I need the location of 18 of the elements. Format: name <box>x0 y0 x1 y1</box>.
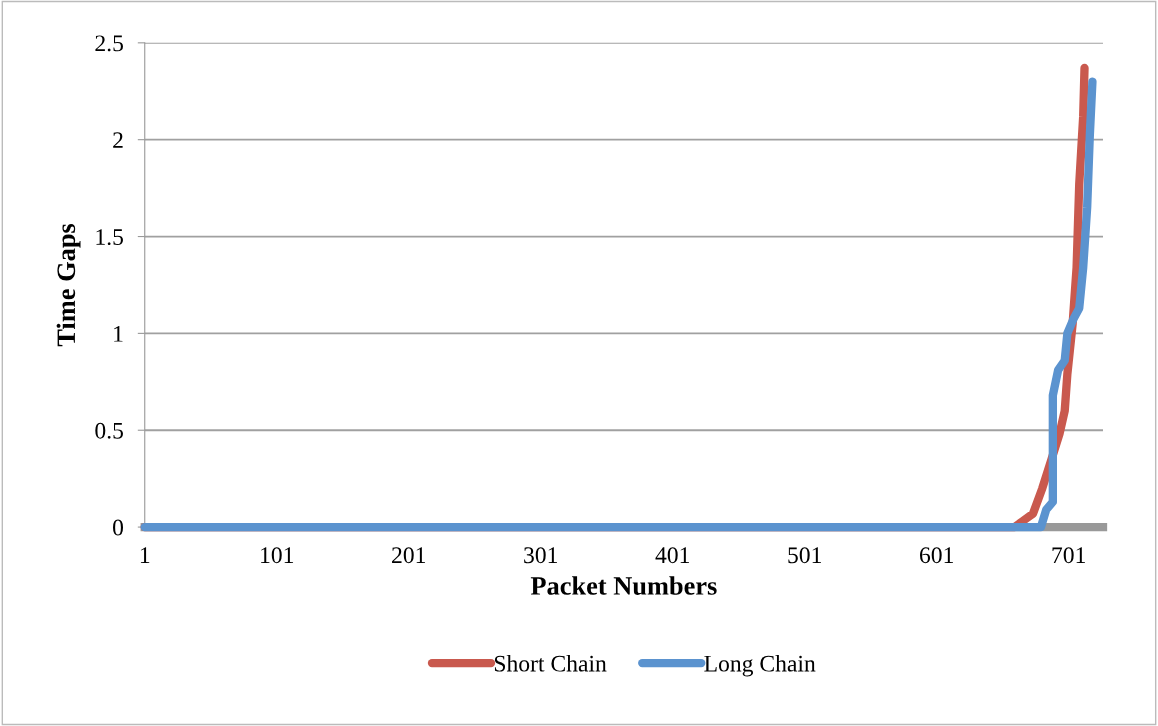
legend-label: Short Chain <box>494 655 607 672</box>
y-tick-label: 0.5 <box>95 422 123 439</box>
x-tick-label: 401 <box>655 547 689 564</box>
x-axis-title: Packet Numbers <box>530 576 717 595</box>
y-tick-label: 2.5 <box>95 35 123 52</box>
x-tick-label: 201 <box>392 547 426 564</box>
x-tick-label: 601 <box>919 547 953 564</box>
y-axis-title: Time Gaps <box>56 223 81 347</box>
y-tick-label: 0 <box>113 519 124 536</box>
y-tick-label: 2 <box>113 132 123 148</box>
x-tick-label: 1 <box>140 547 150 563</box>
x-tick-label: 501 <box>788 547 821 564</box>
x-tick-label: 101 <box>261 547 294 564</box>
y-tick-label: 1.5 <box>96 229 123 246</box>
x-tick-label: 701 <box>1052 547 1085 564</box>
legend-label: Long Chain <box>704 655 816 677</box>
x-tick-label: 301 <box>524 547 558 564</box>
y-tick-label: 1 <box>114 325 123 342</box>
